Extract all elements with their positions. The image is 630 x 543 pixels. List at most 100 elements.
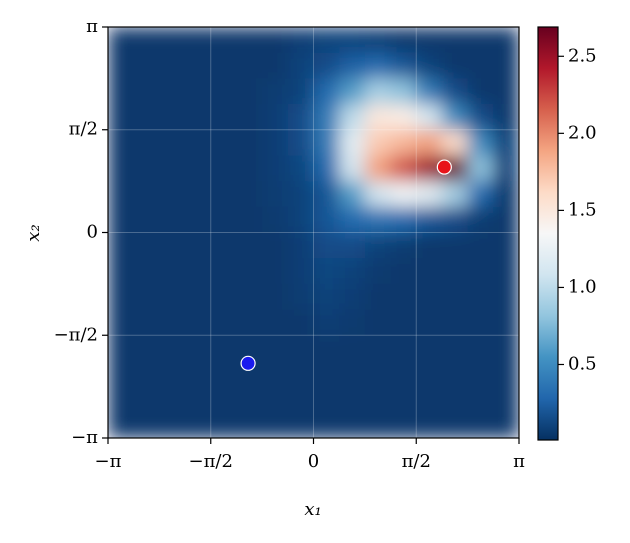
heatmap-cell [159, 232, 186, 259]
heatmap-cell [185, 78, 212, 105]
heatmap-cell [287, 360, 315, 388]
heatmap-cell [364, 360, 392, 388]
heatmap-cell [133, 52, 160, 79]
heatmap-cell [133, 360, 160, 388]
heatmap-cell [339, 335, 366, 362]
heatmap-cell [210, 27, 238, 54]
heatmap-cell [262, 386, 289, 413]
heatmap-cell [133, 104, 160, 131]
heatmap-cell [339, 52, 366, 79]
heatmap-cell [185, 155, 212, 182]
heatmap-cell [236, 155, 263, 182]
heatmap-cell [236, 129, 263, 157]
heatmap-cell [159, 283, 186, 311]
heatmap-cell [390, 335, 417, 362]
heatmap-cell [364, 258, 392, 285]
heatmap-cell [441, 309, 469, 336]
heatmap-cell [287, 104, 315, 131]
heatmap-cell [390, 181, 417, 208]
heatmap-cell [159, 206, 186, 234]
heatmap-cell [287, 129, 315, 157]
heatmap-cell [133, 335, 160, 362]
heatmap-cell [133, 27, 160, 54]
heatmap-cell [416, 412, 443, 438]
y-tick-label: π/2 [69, 119, 98, 140]
heatmap-cell [493, 206, 519, 234]
heatmap-cell [287, 78, 315, 105]
heatmap-cell [313, 52, 340, 79]
heatmap-cell [313, 104, 340, 131]
heatmap-cell [493, 232, 519, 259]
heatmap-cell [441, 258, 469, 285]
heatmap-cell [159, 27, 186, 54]
heatmap-cell [364, 129, 392, 157]
x-tick-label: π/2 [402, 451, 431, 472]
heatmap-cell [133, 155, 160, 182]
heatmap-cell [313, 129, 340, 157]
heatmap-cell [185, 206, 212, 234]
heatmap-cell [133, 181, 160, 208]
heatmap-cell [287, 232, 315, 259]
heatmap-cell [159, 412, 186, 438]
heatmap-cell [364, 78, 392, 105]
heatmap-cell [236, 52, 263, 79]
heatmap-cell [390, 232, 417, 259]
heatmap-cell [390, 52, 417, 79]
heatmap-cell [467, 335, 494, 362]
heatmap-cell [262, 78, 289, 105]
heatmap-cell [236, 206, 263, 234]
heatmap-cell [210, 206, 238, 234]
heatmap-cell [108, 78, 135, 105]
heatmap-cell [493, 129, 519, 157]
heatmap-cell [108, 155, 135, 182]
heatmap-cell [108, 360, 135, 388]
heatmap-cell [133, 386, 160, 413]
y-tick-label: −π/2 [54, 324, 98, 345]
heatmap-cell [416, 386, 443, 413]
heatmap-cell [210, 181, 238, 208]
colorbar-tick-label: 0.5 [568, 353, 597, 374]
heatmap-cell [313, 78, 340, 105]
heatmap-cell [313, 155, 340, 182]
heatmap-cell [262, 155, 289, 182]
heatmap-cell [339, 232, 366, 259]
heatmap-cell [159, 386, 186, 413]
heatmap-cell [467, 78, 494, 105]
x-tick-label: −π/2 [189, 451, 233, 472]
heatmap-cell [185, 181, 212, 208]
heatmap-cell [262, 52, 289, 79]
heatmap-cell [467, 232, 494, 259]
heatmap-cell [108, 412, 135, 438]
heatmap-cell [390, 78, 417, 105]
heatmap-cell [467, 129, 494, 157]
heatmap-cell [390, 129, 417, 157]
heatmap-cell [416, 283, 443, 311]
heatmap-cell [210, 309, 238, 336]
heatmap-cell [493, 309, 519, 336]
heatmap-cell [390, 412, 417, 438]
heatmap-cell [416, 27, 443, 54]
heatmap-cell [210, 360, 238, 388]
heatmap-cell [210, 232, 238, 259]
heatmap-cell [313, 232, 340, 259]
heatmap-cell [364, 104, 392, 131]
heatmap-cell [262, 27, 289, 54]
heatmap-cell [339, 283, 366, 311]
heatmap-cell [262, 283, 289, 311]
heatmap-cell [467, 386, 494, 413]
heatmap-cell [313, 206, 340, 234]
heatmap [108, 27, 519, 438]
heatmap-cell [416, 52, 443, 79]
heatmap-cell [467, 155, 494, 182]
heatmap-cells [108, 27, 519, 438]
heatmap-cell [185, 412, 212, 438]
heatmap-cell [493, 104, 519, 131]
heatmap-cell [287, 155, 315, 182]
heatmap-cell [287, 283, 315, 311]
heatmap-cell [441, 52, 469, 79]
heatmap-cell [287, 309, 315, 336]
heatmap-cell [108, 258, 135, 285]
heatmap-cell [108, 386, 135, 413]
heatmap-cell [159, 155, 186, 182]
